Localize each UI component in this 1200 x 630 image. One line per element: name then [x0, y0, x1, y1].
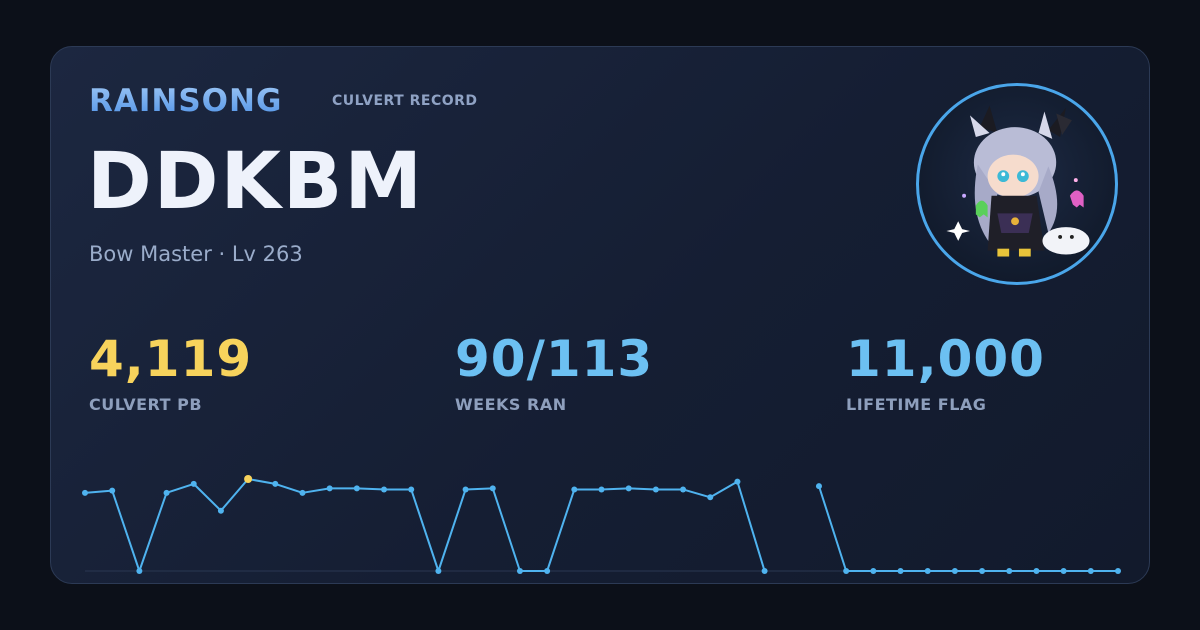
- chart-point: [82, 489, 88, 496]
- chart-point: [489, 485, 496, 492]
- stat-label: CULVERT PB: [89, 395, 203, 414]
- stat-culvert-pb: 4,119 CULVERT PB: [89, 331, 252, 414]
- character-name: DDKBM: [87, 137, 425, 227]
- stat-label: WEEKS RAN: [455, 395, 567, 414]
- stat-value: 4,119: [89, 330, 253, 388]
- chart-point: [381, 486, 388, 493]
- stat-lifetime-flag: 11,000 LIFETIME FLAG: [846, 331, 1045, 414]
- character-avatar-icon: [916, 83, 1118, 285]
- character-class-level: Bow Master · Lv 263: [89, 242, 303, 266]
- chart-point: [815, 483, 822, 490]
- card-subtitle: CULVERT RECORD: [332, 93, 478, 109]
- chart-point: [1033, 568, 1040, 574]
- chart-point: [544, 568, 551, 574]
- chart-point: [299, 489, 306, 496]
- chart-point: [516, 568, 523, 574]
- stat-weeks-ran: 90/113 WEEKS RAN: [455, 331, 653, 414]
- chart-point: [571, 486, 578, 493]
- stat-label: LIFETIME FLAG: [846, 395, 987, 414]
- chart-point: [272, 480, 279, 487]
- chart-point: [598, 486, 605, 493]
- chart-point: [462, 486, 469, 493]
- chart-point: [109, 487, 116, 494]
- chart-series-line: [84, 478, 766, 572]
- chart-point: [843, 568, 850, 574]
- guild-name: RAINSONG: [89, 83, 283, 119]
- chart-point: [652, 486, 659, 493]
- chart-point: [435, 568, 442, 574]
- chart-point: [924, 568, 931, 574]
- chart-point: [1006, 568, 1013, 574]
- chart-point: [625, 485, 632, 492]
- chart-point: [1087, 568, 1094, 574]
- chart-point: [163, 489, 170, 496]
- chart-point: [897, 568, 904, 574]
- stat-value: 90/113: [455, 330, 654, 388]
- chart-point: [680, 486, 687, 493]
- chart-point: [1115, 568, 1121, 574]
- stat-value: 11,000: [846, 330, 1045, 388]
- chart-point: [353, 485, 360, 492]
- chart-series-line: [818, 485, 1118, 572]
- chart-point: [1060, 568, 1067, 574]
- chart-point: [408, 486, 415, 493]
- chart-point: [951, 568, 958, 574]
- chart-point: [734, 478, 741, 485]
- character-sprite: [946, 105, 1090, 257]
- chart-point: [217, 507, 224, 514]
- chart-point: [979, 568, 986, 574]
- chart-point: [761, 568, 768, 574]
- chart-point: [326, 485, 333, 492]
- chart-point: [707, 494, 714, 501]
- chart-point: [136, 568, 143, 574]
- culvert-score-chart: [82, 475, 1121, 574]
- chart-point: [190, 480, 197, 487]
- chart-point: [870, 568, 877, 574]
- culvert-card: RAINSONG CULVERT RECORD DDKBM Bow Master…: [50, 46, 1150, 584]
- chart-point-pb: [244, 475, 253, 483]
